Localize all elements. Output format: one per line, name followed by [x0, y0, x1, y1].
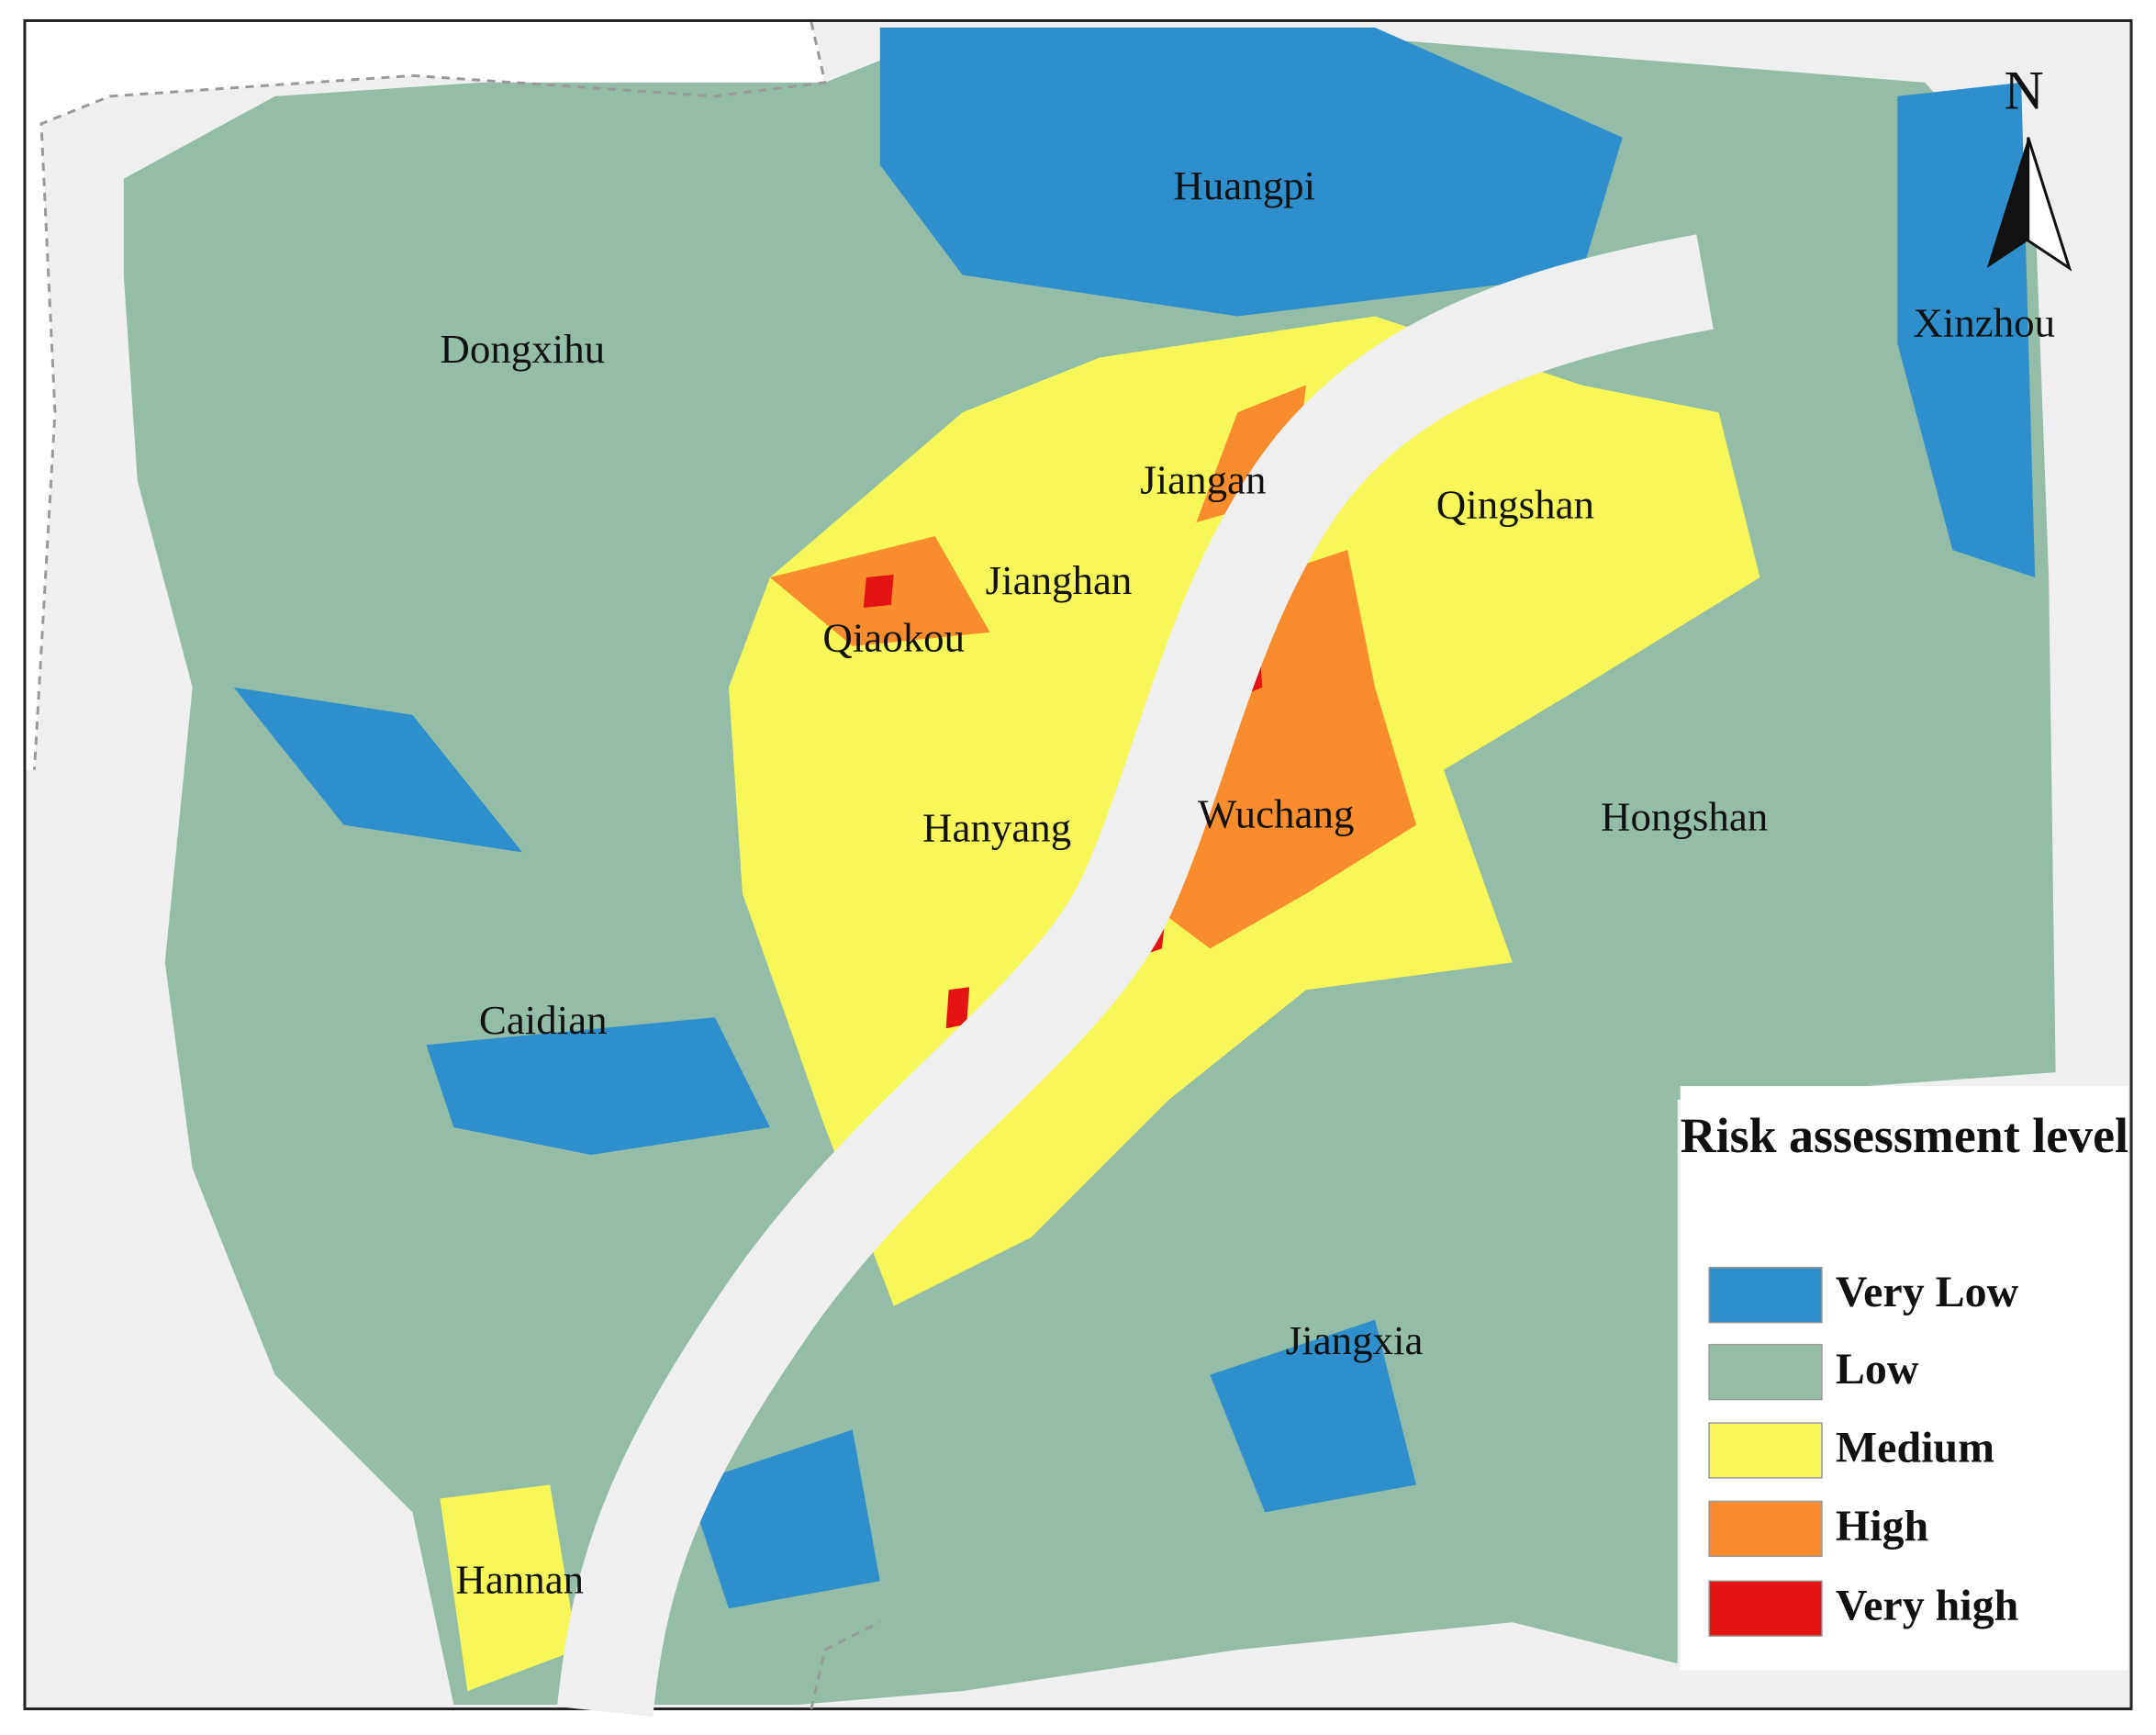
risk-patch: [863, 575, 894, 608]
legend-label: Very high: [1836, 1582, 2018, 1630]
district-label: Qiaokou: [822, 615, 965, 661]
risk-patch: [879, 27, 1623, 317]
legend-label: Low: [1836, 1345, 1919, 1394]
risk-patch: [1897, 82, 2036, 578]
boundary: [32, 21, 827, 770]
risk-patch: [426, 1017, 770, 1156]
district-label: Xinzhou: [1913, 300, 2055, 346]
legend-label: Very Low: [1836, 1268, 2019, 1316]
legend-title: Risk assessment level: [1680, 1108, 2129, 1163]
risk-patch: [440, 1484, 578, 1692]
district-label: Caidian: [479, 997, 608, 1043]
legend-swatch: [1708, 1267, 1823, 1324]
legend-swatch: [1708, 1422, 1823, 1479]
district-label: Qingshan: [1436, 481, 1594, 527]
risk-patch: [687, 1429, 880, 1609]
legend: Very Low Low Medium High Very high: [1708, 1267, 2019, 1637]
district-label: Dongxihu: [440, 326, 605, 372]
river: [557, 234, 1714, 1718]
legend-swatch: [1708, 1343, 1823, 1401]
district-labels: Huangpi Dongxihu Xinzhou Jiangan Qingshan Jia…: [440, 162, 2055, 1603]
district-label: Jiangxia: [1286, 1317, 1424, 1363]
risk-patch: [1155, 550, 1417, 949]
outside-area: [26, 21, 825, 770]
risk-patch: [945, 987, 970, 1029]
north-label: N: [2005, 61, 2044, 121]
district-label: Hanyang: [922, 804, 1071, 850]
district-label: Wuchang: [1198, 790, 1354, 836]
district-label: Hongshan: [1601, 793, 1768, 839]
legend-title-box: Risk assessment level: [1680, 1108, 2129, 1163]
legend-label: High: [1836, 1502, 1928, 1550]
district-label: Hannan: [455, 1557, 584, 1603]
district-label: Jianghan: [986, 557, 1133, 603]
district-label: Huangpi: [1173, 162, 1315, 208]
risk-patch: [233, 687, 523, 853]
boundary: [810, 1620, 881, 1709]
legend-swatch: [1708, 1500, 1823, 1558]
north-arrow: [2027, 137, 2072, 272]
legend-swatch: [1708, 1580, 1823, 1637]
legend-label: Medium: [1836, 1423, 1994, 1472]
district-label: Jiangan: [1140, 456, 1266, 502]
risk-patch: [1210, 1319, 1417, 1513]
